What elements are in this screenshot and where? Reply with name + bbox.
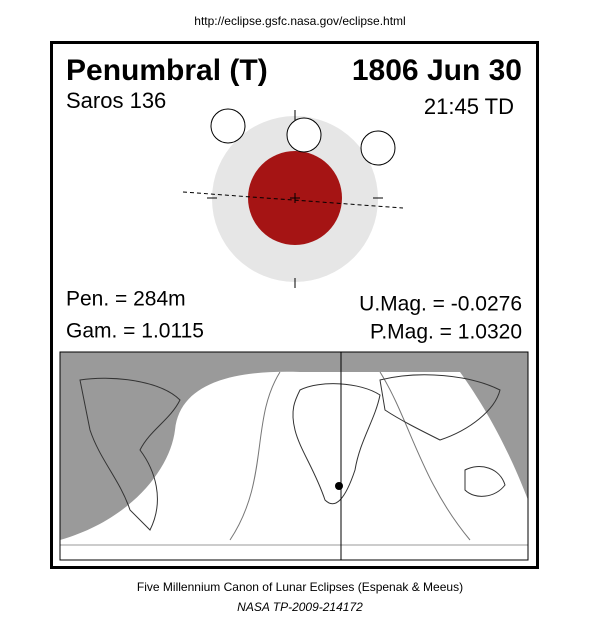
publication: NASA TP-2009-214172 bbox=[237, 600, 363, 614]
saros: Saros 136 bbox=[66, 88, 166, 113]
eclipse-time: 21:45 TD bbox=[424, 94, 514, 119]
eclipse-date: 1806 Jun 30 bbox=[352, 54, 522, 87]
umbral-magnitude: U.Mag. = -0.0276 bbox=[359, 293, 522, 316]
world-map bbox=[59, 351, 529, 561]
moon-greatest bbox=[286, 117, 322, 153]
eclipse-type: Penumbral (T) bbox=[66, 54, 268, 87]
source-url: http://eclipse.gsfc.nasa.gov/eclipse.htm… bbox=[194, 14, 405, 28]
canon-credit: Five Millennium Canon of Lunar Eclipses … bbox=[137, 580, 463, 594]
moon-p1 bbox=[210, 108, 246, 144]
gamma: Gam. = 1.0115 bbox=[66, 320, 204, 343]
penumbral-magnitude: P.Mag. = 1.0320 bbox=[370, 321, 522, 344]
moon-p4 bbox=[360, 130, 396, 166]
ecliptic bbox=[182, 191, 404, 209]
pen-duration: Pen. = 284m bbox=[66, 288, 186, 311]
axis-ticks bbox=[207, 110, 383, 288]
